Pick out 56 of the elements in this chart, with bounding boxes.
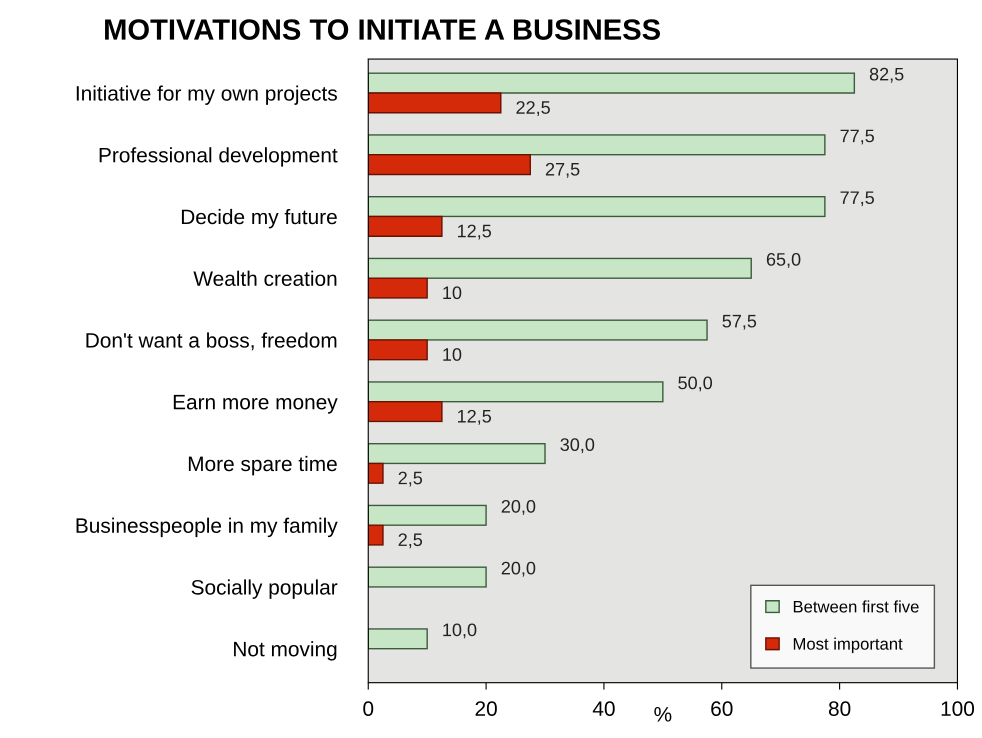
data-label: 65,0 [766, 253, 800, 268]
bar [368, 381, 664, 402]
x-tick-label: 100 [942, 701, 974, 716]
bar [368, 216, 443, 237]
data-label: 10 [443, 348, 462, 361]
bar [368, 339, 428, 360]
data-label: 12,5 [458, 410, 492, 425]
data-label: 77,5 [840, 191, 874, 206]
data-label: 2,5 [398, 533, 422, 548]
data-label: 27,5 [546, 162, 580, 178]
x-tick-label: 40 [592, 701, 615, 716]
x-tick-label: 80 [828, 701, 850, 716]
bar [368, 92, 502, 114]
data-label: 30,0 [560, 438, 594, 454]
y-tick-label: Earn more money [174, 394, 338, 414]
y-tick-label: Don't want a boss, freedom [86, 332, 336, 350]
data-label: 10,0 [443, 623, 476, 638]
x-tick-label: 60 [711, 701, 733, 716]
y-tick-label: Wealth creation [193, 270, 336, 286]
data-label: 20,0 [502, 500, 536, 515]
data-label: 77,5 [840, 130, 874, 144]
legend-label: Between first five [794, 600, 919, 613]
x-tick-label: 0 [363, 701, 374, 716]
data-label: 12,5 [458, 224, 492, 240]
y-tick-label: Businesspeople in my family [76, 518, 338, 538]
bar [368, 134, 826, 156]
data-label: 50,0 [678, 376, 712, 392]
bar [368, 258, 752, 279]
bar [368, 443, 546, 464]
data-label: 57,5 [722, 314, 756, 330]
data-label: 10 [443, 286, 462, 300]
data-label: 22,5 [516, 101, 550, 116]
y-tick-label: Socially popular [192, 579, 338, 599]
bar [368, 566, 487, 588]
bar [368, 504, 487, 526]
bar [368, 72, 856, 94]
bar [368, 320, 708, 341]
x-tick-label: 20 [476, 701, 497, 716]
data-label: 82,5 [870, 68, 904, 83]
bar [368, 462, 384, 484]
chart-title: MOTIVATIONS TO INITIATE A BUSINESS [105, 19, 660, 40]
x-axis-title: % [654, 706, 672, 722]
y-tick-label: Decide my future [182, 208, 337, 228]
bar [368, 628, 428, 650]
bar [368, 401, 443, 422]
legend-label: Most important [794, 638, 903, 654]
data-label: 2,5 [398, 472, 422, 486]
y-tick-label: Professional development [100, 147, 338, 167]
y-tick-label: Not moving [234, 641, 336, 661]
bar [368, 196, 826, 218]
bar [368, 154, 531, 176]
data-label: 20,0 [502, 562, 536, 577]
y-tick-label: More spare time [188, 456, 337, 476]
bar [368, 524, 384, 546]
y-tick-label: Initiative for my own projects [76, 85, 337, 105]
bar [368, 278, 428, 299]
